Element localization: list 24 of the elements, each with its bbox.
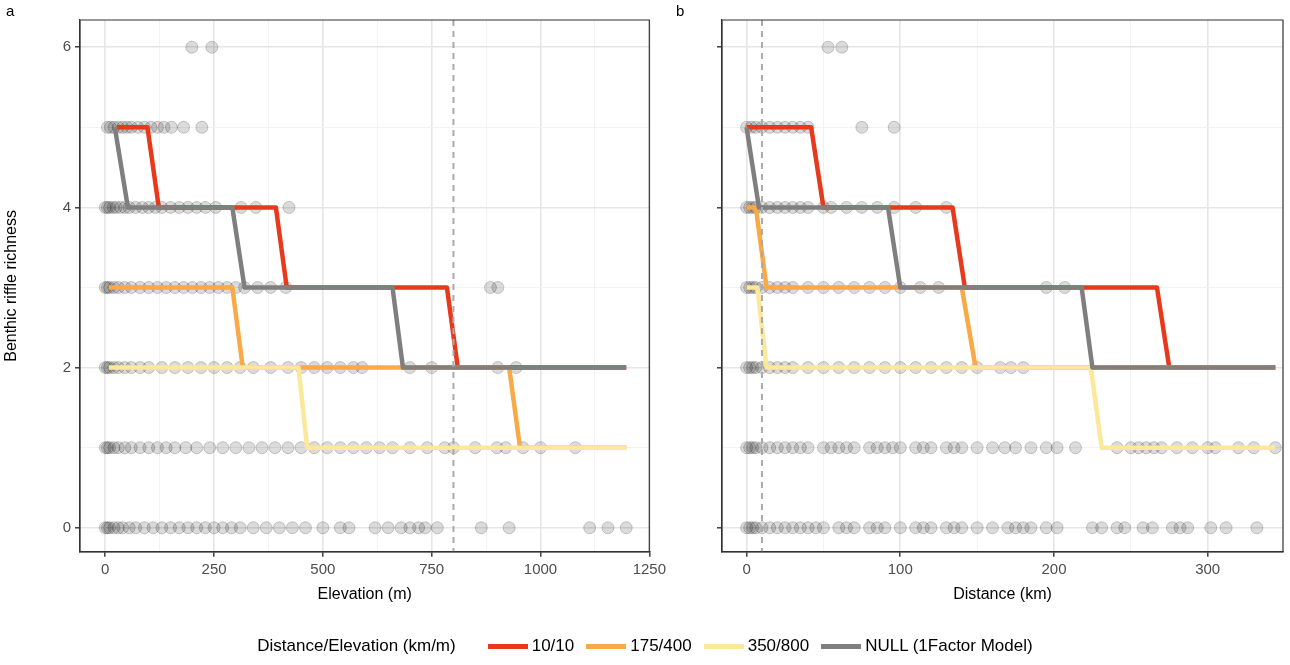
x-tick-label: 0 <box>101 559 110 577</box>
x-tick-label: 200 <box>1041 559 1067 577</box>
x-tick-label: 1250 <box>632 559 666 577</box>
x-tick-label: 0 <box>742 559 751 577</box>
x-tick-label: 100 <box>887 559 913 577</box>
legend-label: NULL (1Factor Model) <box>865 636 1033 656</box>
legend-title: Distance/Elevation (km/m) <box>257 636 456 656</box>
y-tick-label: 4 <box>62 197 71 215</box>
x-tick-label: 500 <box>310 559 336 577</box>
x-tick-label: 750 <box>419 559 445 577</box>
chart-title: a <box>6 2 15 19</box>
x-axis-title: Elevation (m) <box>317 584 412 602</box>
legend-label: 350/800 <box>747 636 810 656</box>
x-tick-label: 1000 <box>523 559 558 577</box>
y-axis-title: Benthic riffle richness <box>2 210 20 362</box>
chart-title: b <box>676 2 685 19</box>
x-tick-label: 250 <box>201 559 227 577</box>
y-tick-label: 0 <box>62 517 71 535</box>
x-axis-title: Distance (km) <box>953 584 1052 602</box>
legend-label: 175/400 <box>630 636 692 656</box>
y-tick-label: 6 <box>62 37 71 55</box>
legend-label: 10/10 <box>531 636 575 656</box>
x-tick-label: 300 <box>1195 559 1221 577</box>
y-tick-label: 2 <box>62 357 71 375</box>
